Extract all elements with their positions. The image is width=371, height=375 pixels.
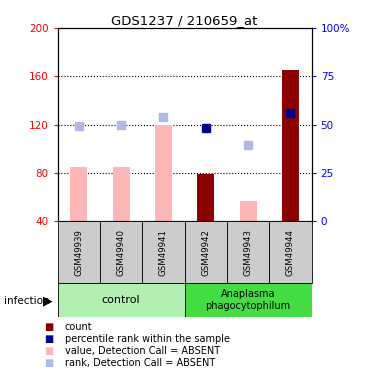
Bar [155, 124, 172, 221]
Bar [269, 221, 312, 283]
Bar [282, 70, 299, 221]
Bar [185, 221, 227, 283]
Bar [185, 283, 312, 317]
Text: GSM49939: GSM49939 [74, 229, 83, 276]
Bar [58, 221, 100, 283]
Title: GDS1237 / 210659_at: GDS1237 / 210659_at [111, 14, 258, 27]
Bar [112, 167, 129, 221]
Text: ▶: ▶ [43, 294, 52, 307]
Text: rank, Detection Call = ABSENT: rank, Detection Call = ABSENT [65, 358, 215, 368]
Text: infection: infection [4, 296, 49, 306]
Text: GSM49940: GSM49940 [116, 229, 125, 276]
Text: ■: ■ [45, 346, 54, 356]
Bar [240, 201, 257, 221]
Text: GSM49943: GSM49943 [244, 229, 253, 276]
Bar [227, 221, 269, 283]
Text: Anaplasma
phagocytophilum: Anaplasma phagocytophilum [206, 289, 290, 311]
Bar [142, 221, 185, 283]
Bar [70, 167, 87, 221]
Text: ■: ■ [45, 334, 54, 344]
Text: control: control [102, 295, 140, 305]
Text: ■: ■ [45, 358, 54, 368]
Text: percentile rank within the sample: percentile rank within the sample [65, 334, 230, 344]
Text: ■: ■ [45, 322, 54, 332]
Text: count: count [65, 322, 92, 332]
Text: GSM49942: GSM49942 [201, 229, 210, 276]
Bar [197, 174, 214, 221]
Text: GSM49941: GSM49941 [159, 229, 168, 276]
Bar [100, 221, 142, 283]
Bar [58, 283, 185, 317]
Text: GSM49944: GSM49944 [286, 229, 295, 276]
Text: value, Detection Call = ABSENT: value, Detection Call = ABSENT [65, 346, 220, 356]
